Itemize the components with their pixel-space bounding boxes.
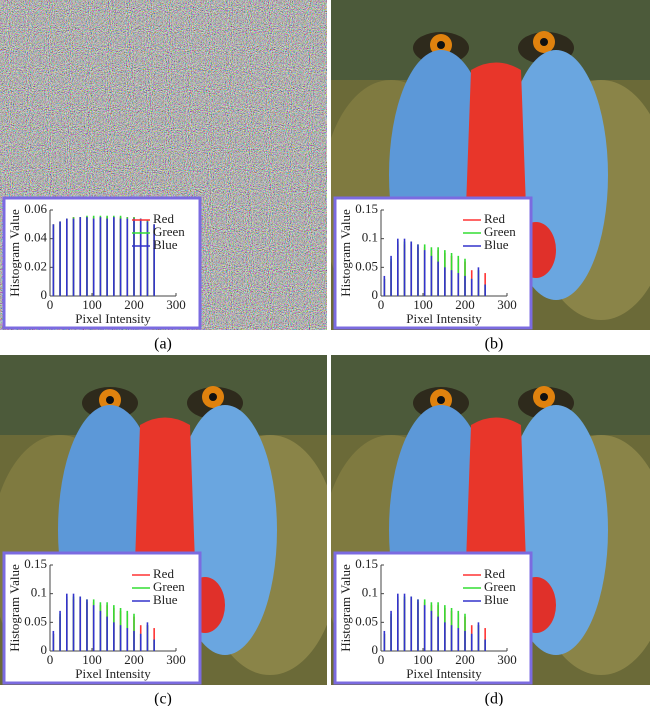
x-tick-label: 200 <box>124 652 144 667</box>
legend-label: Blue <box>484 592 509 607</box>
y-axis-label: Histogram Value <box>7 564 22 652</box>
x-tick-label: 0 <box>47 652 54 667</box>
legend-label: Blue <box>153 592 178 607</box>
x-tick-label: 100 <box>82 297 102 312</box>
x-axis-label: Pixel Intensity <box>75 666 151 681</box>
x-tick-label: 200 <box>124 297 144 312</box>
y-tick-label: 0.1 <box>31 585 47 600</box>
x-axis-label: Pixel Intensity <box>75 311 151 326</box>
x-tick-label: 0 <box>47 297 54 312</box>
page: {"chart_data": [ {"type": "bar", "captio… <box>0 0 650 706</box>
caption: (b) <box>485 336 504 353</box>
y-tick-label: 0.15 <box>355 556 378 571</box>
x-tick-label: 0 <box>378 297 385 312</box>
x-axis-label: Pixel Intensity <box>406 666 482 681</box>
x-tick-label: 100 <box>413 652 433 667</box>
caption: (d) <box>485 691 504 706</box>
x-tick-label: 100 <box>82 652 102 667</box>
caption: (c) <box>154 691 172 706</box>
x-tick-label: 300 <box>497 652 517 667</box>
x-tick-label: 0 <box>378 652 385 667</box>
y-tick-label: 0.05 <box>24 613 47 628</box>
legend-label: Blue <box>484 237 509 252</box>
x-tick-label: 100 <box>413 297 433 312</box>
y-axis-label: Histogram Value <box>7 209 22 297</box>
y-tick-label: 0.05 <box>355 258 378 273</box>
x-axis-label: Pixel Intensity <box>406 311 482 326</box>
x-tick-label: 300 <box>166 297 186 312</box>
y-axis-label: Histogram Value <box>338 564 353 652</box>
y-tick-label: 0.06 <box>24 201 47 216</box>
y-tick-label: 0.15 <box>24 556 47 571</box>
legend-label: Blue <box>153 237 178 252</box>
y-tick-label: 0.04 <box>24 230 47 245</box>
y-tick-label: 0.1 <box>362 230 378 245</box>
x-tick-label: 300 <box>497 297 517 312</box>
y-tick-label: 0.15 <box>355 201 378 216</box>
x-tick-label: 200 <box>455 297 475 312</box>
y-tick-label: 0.02 <box>24 258 47 273</box>
y-axis-label: Histogram Value <box>338 209 353 297</box>
x-tick-label: 300 <box>166 652 186 667</box>
figure: (a) 0 0.02 0.04 0.06 0 100 200 300 Pixel Intensit… <box>0 0 650 706</box>
y-tick-label: 0.1 <box>362 585 378 600</box>
caption: (a) <box>154 336 172 353</box>
x-tick-label: 200 <box>455 652 475 667</box>
y-tick-label: 0.05 <box>355 613 378 628</box>
